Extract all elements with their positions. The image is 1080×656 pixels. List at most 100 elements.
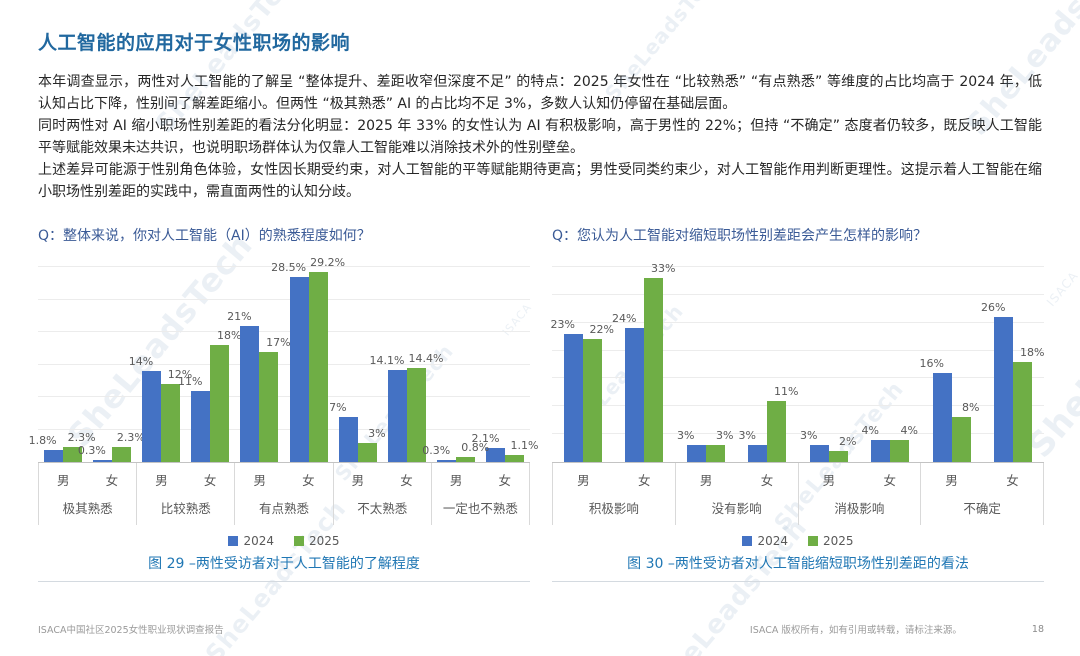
figure-caption-30: 图 30 –两性受访者对人工智能缩短职场性别差距的看法 bbox=[552, 553, 1044, 582]
bar-value-label: 3% bbox=[368, 426, 386, 440]
bar-value-label: 22% bbox=[589, 323, 614, 337]
gender-cell: 0.3% 2.3% bbox=[78, 267, 145, 462]
bar-2025-一定也不熟悉-女 bbox=[505, 454, 525, 462]
bar-2024-积极影响-男 bbox=[563, 333, 583, 462]
category-group: 0.3% 0.8% 2.1% 1.1% bbox=[422, 267, 538, 462]
gender-axis-label: 男 bbox=[822, 473, 836, 488]
bar-2024-比较熟悉-女 bbox=[191, 390, 211, 462]
category-axis-label: 比较熟悉 bbox=[160, 501, 211, 516]
category-group: 3% 3% 3% 11% bbox=[675, 267, 798, 462]
legend-swatch-2025 bbox=[294, 536, 304, 546]
bar-2025-消极影响-男 bbox=[828, 450, 848, 462]
bar-value-label: 23% bbox=[550, 317, 575, 331]
legend-label-2025: 2025 bbox=[309, 534, 340, 548]
bar-2024-极其熟悉-女 bbox=[92, 460, 112, 462]
bar-value-label: 7% bbox=[329, 400, 347, 414]
isaca-watermark: ISACA bbox=[1044, 268, 1080, 309]
bar-2025-比较熟悉-女 bbox=[210, 345, 230, 462]
bar-2024-不太熟悉-女 bbox=[388, 370, 408, 462]
bar-2025-有点熟悉-女 bbox=[308, 272, 328, 462]
page-footer: ISACA中国社区2025女性职业现状调查报告 ISACA 版权所有，如有引用或… bbox=[38, 622, 1044, 637]
bar-value-label: 3% bbox=[738, 429, 756, 443]
summary-text: 本年调查显示，两性对人工智能的了解呈 “整体提升、差距收窄但深度不足” 的特点：… bbox=[38, 71, 1042, 203]
bar-value-label: 14.4% bbox=[408, 352, 444, 366]
legend-item-2025: 2025 bbox=[294, 534, 340, 548]
gender-cell: 2.1% 1.1% bbox=[471, 267, 538, 462]
bar-value-label: 1.1% bbox=[510, 438, 539, 452]
axis-group: 男 女有点熟悉 bbox=[235, 463, 334, 525]
gender-axis-label: 女 bbox=[638, 473, 651, 488]
bar-value-label: 2% bbox=[839, 434, 857, 448]
bar-2025-没有影响-男 bbox=[705, 445, 725, 462]
category-group: 23% 22% 24% 33% bbox=[550, 262, 675, 462]
bar-2025-不确定-男 bbox=[951, 417, 971, 462]
bar-2024-有点熟悉-女 bbox=[289, 276, 309, 462]
gender-cell: 3% 11% bbox=[737, 267, 799, 462]
bar-value-label: 11% bbox=[774, 384, 799, 398]
charts-row: Q：整体来说，你对人工智能（AI）的熟悉程度如何？ 1.8% 2.3% 0.3% 2.… bbox=[29, 225, 1044, 582]
gridline bbox=[38, 266, 530, 267]
gender-cell: 11% 18% bbox=[178, 267, 241, 462]
gridline bbox=[552, 433, 1044, 435]
gender-axis-label: 女 bbox=[302, 473, 315, 488]
bar-2024-极其熟悉-男 bbox=[43, 450, 63, 462]
gender-cell: 7% 3% bbox=[329, 267, 386, 462]
legend-swatch-2025 bbox=[808, 536, 818, 546]
page-number: 18 bbox=[1031, 623, 1044, 635]
gender-cell: 3% 2% bbox=[798, 267, 860, 462]
category-group: 3% 2% 4% 4% bbox=[798, 267, 921, 462]
bar-value-label: 3% bbox=[800, 429, 818, 443]
category-axis-label: 一定也不熟悉 bbox=[442, 501, 518, 516]
legend-swatch-2024 bbox=[228, 536, 239, 546]
paragraph-2: 同时两性对 AI 缩小职场性别差距的看法分化明显：2025 年 33% 的女性认… bbox=[38, 118, 1042, 156]
paragraph-1: 本年调查显示，两性对人工智能的了解呈 “整体提升、差距收窄但深度不足” 的特点：… bbox=[38, 74, 1042, 112]
gender-cell: 3% 3% bbox=[675, 267, 737, 462]
gender-axis-label: 男 bbox=[449, 473, 463, 488]
gender-axis-label: 男 bbox=[351, 473, 365, 488]
figure-caption-29: 图 29 –两性受访者对于人工智能的了解程度 bbox=[38, 553, 530, 582]
axis-group: 男 女比较熟悉 bbox=[137, 463, 236, 525]
category-axis-label: 极其熟悉 bbox=[62, 501, 113, 516]
category-axis-label: 积极影响 bbox=[588, 501, 639, 516]
gender-cell: 26% 18% bbox=[981, 267, 1044, 462]
page-title: 人工智能的应用对于女性职场的影响 bbox=[38, 32, 351, 54]
bar-value-label: 0.8% bbox=[461, 440, 490, 454]
gender-axis-label: 女 bbox=[203, 473, 217, 488]
bar-value-label: 28.5% bbox=[271, 260, 307, 274]
legend-label-2024: 2024 bbox=[243, 534, 274, 548]
question-label-2: Q：您认为人工智能对缩短职场性别差距会产生怎样的影响？ bbox=[552, 228, 928, 244]
gridline bbox=[552, 321, 1044, 323]
gender-axis-label: 男 bbox=[155, 473, 168, 488]
bar-value-label: 21% bbox=[227, 309, 252, 323]
bar-value-label: 14% bbox=[128, 355, 154, 368]
bar-value-label: 18% bbox=[216, 329, 242, 342]
bar-2024-不确定-女 bbox=[994, 317, 1014, 462]
gender-axis-label: 女 bbox=[883, 473, 897, 488]
paragraph-3: 上述差异可能源于性别角色体验，女性因长期受约束，对人工智能的平等赋能期待更高；男… bbox=[38, 162, 1042, 200]
bar-value-label: 12% bbox=[167, 368, 193, 381]
gridline bbox=[552, 349, 1044, 351]
bar-value-label: 29.2% bbox=[310, 256, 346, 270]
bar-2025-不确定-女 bbox=[1013, 361, 1033, 462]
bar-2024-积极影响-女 bbox=[625, 328, 645, 462]
bar-value-label: 4% bbox=[900, 423, 918, 437]
gender-cell: 28.5% 29.2% bbox=[271, 256, 345, 462]
gender-axis-label: 女 bbox=[400, 473, 413, 488]
axis-group: 男 女不确定 bbox=[921, 463, 1044, 525]
category-group: 21% 17% 28.5% 29.2% bbox=[227, 256, 345, 462]
gender-cell: 21% 17% bbox=[227, 267, 291, 462]
bar-2025-积极影响-女 bbox=[644, 278, 664, 462]
bar-2025-不太熟悉-男 bbox=[357, 442, 377, 462]
bar-value-label: 24% bbox=[612, 312, 637, 326]
bar-2025-积极影响-男 bbox=[582, 339, 602, 462]
gender-axis-label: 男 bbox=[945, 473, 958, 488]
category-axis-label: 不确定 bbox=[963, 501, 1001, 516]
legend-item-2025: 2025 bbox=[808, 534, 854, 548]
axis-group: 男 女一定也不熟悉 bbox=[432, 463, 531, 525]
axis-group: 男 女不太熟悉 bbox=[334, 463, 432, 525]
bar-2025-比较熟悉-男 bbox=[161, 384, 180, 462]
bar-2024-消极影响-男 bbox=[809, 445, 829, 462]
impact-chart-plot: 23% 22% 24% 33% 3% 3% 3% 11% 3% 2% 4% 4% 16% 8% 26% 18% bbox=[550, 262, 1044, 462]
bar-2025-极其熟悉-女 bbox=[111, 447, 131, 462]
